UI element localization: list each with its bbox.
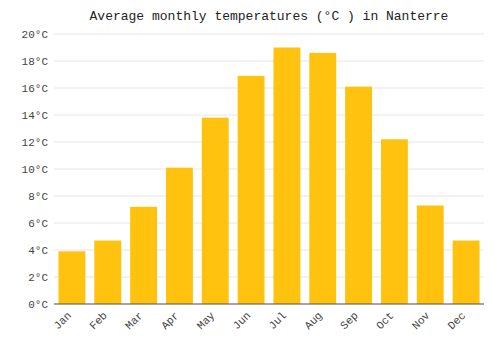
x-tick-label: Feb [87,310,109,332]
grid-line [54,61,484,62]
x-tick-label: Oct [374,310,396,332]
grid-line [54,142,484,143]
y-tick-label: 4°C [28,245,48,257]
x-axis [54,304,484,305]
grid-line [54,196,484,197]
bar [94,241,121,304]
y-tick-label: 6°C [28,218,48,230]
bar [417,205,444,304]
bar [273,48,300,305]
bar [166,168,193,304]
x-tick-label: Aug [302,310,324,332]
y-tick-label: 0°C [28,299,48,311]
grid-line [54,115,484,116]
chart: Average monthly temperatures (°C ) in Na… [0,0,500,350]
bar [453,241,480,304]
bar [381,139,408,304]
bar [345,87,372,304]
x-tick-label: Sep [338,310,360,332]
bar [58,251,85,304]
y-tick-label: 16°C [22,83,49,95]
x-tick-label: Apr [159,310,181,332]
bar [238,76,265,304]
bar [309,53,336,304]
x-tick-label: Dec [446,310,468,332]
x-tick-label: Jul [267,310,289,332]
grid-line [54,88,484,89]
x-tick-label: Nov [410,309,433,332]
x-tick-label: Jun [231,310,253,332]
title: Average monthly temperatures (°C ) in Na… [90,9,449,24]
bar [130,207,157,304]
y-tick-label: 20°C [22,29,49,41]
grid [54,34,484,304]
y-tick-label: 2°C [28,272,48,284]
grid-line [54,169,484,170]
grid-line [54,304,484,305]
y-tick-label: 10°C [22,164,49,176]
bar [202,118,229,304]
y-tick-label: 8°C [28,191,48,203]
bars [58,48,479,305]
y-tick-label: 12°C [22,137,49,149]
x-tick-label: Mar [123,310,145,332]
x-tick-label: Jan [52,310,74,332]
grid-line [54,34,484,35]
y-tick-label: 14°C [22,110,49,122]
y-tick-label: 18°C [22,56,49,68]
x-tick-label: May [195,309,218,332]
